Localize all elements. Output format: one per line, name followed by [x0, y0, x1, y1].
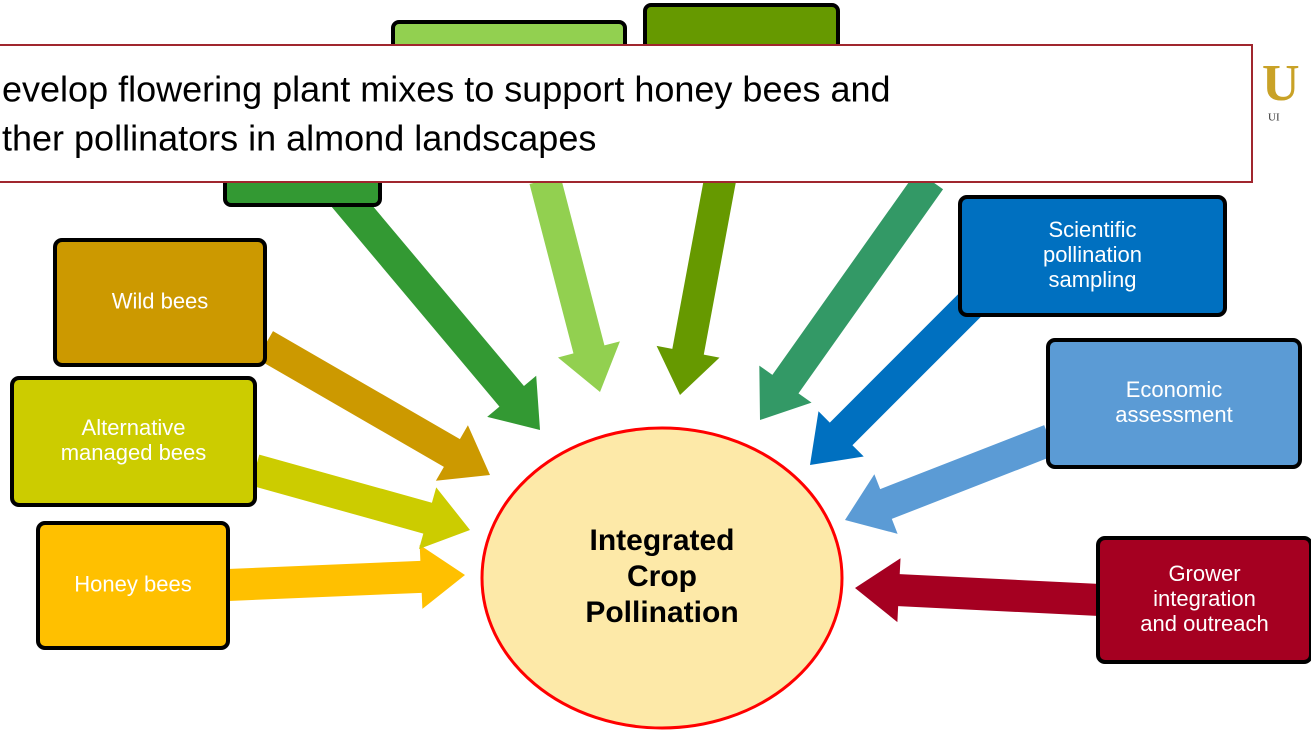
arrow	[317, 169, 540, 430]
callout-box	[0, 44, 1253, 183]
arrow	[855, 558, 1101, 623]
node-box	[10, 376, 257, 507]
logo-mark: U	[1262, 55, 1300, 112]
node-label: assessment	[1115, 402, 1232, 427]
node-label: Wild bees	[112, 288, 209, 313]
node-label: Honey bees	[74, 571, 191, 596]
node-label: managed bees	[61, 440, 207, 465]
callout-text: ther pollinators in almond landscapes	[2, 118, 596, 159]
center-label: Integrated	[589, 524, 734, 557]
node-label: Scientific	[1048, 217, 1136, 242]
arrow	[256, 331, 490, 481]
node-box	[958, 195, 1227, 317]
arrow	[845, 425, 1056, 534]
node-box	[1046, 338, 1302, 469]
arrow	[759, 170, 944, 420]
logo-sub: UI	[1268, 112, 1280, 124]
arrow	[529, 175, 620, 392]
node-label: and outreach	[1140, 611, 1268, 636]
node-label: Economic	[1126, 377, 1223, 402]
arrow	[250, 454, 470, 549]
arrow	[810, 288, 987, 465]
callout-text: evelop flowering plant mixes to support …	[2, 69, 891, 110]
node-label: pollination	[1043, 242, 1142, 267]
node-label: sampling	[1048, 267, 1136, 292]
center-label: Pollination	[585, 596, 738, 629]
node-label: Grower	[1168, 561, 1240, 586]
node-box	[53, 238, 267, 367]
center-circle	[480, 426, 844, 730]
arrow	[656, 177, 736, 395]
center-label: Crop	[627, 560, 697, 593]
arrow	[227, 544, 465, 609]
arrows	[227, 169, 1101, 623]
node-label: integration	[1153, 586, 1256, 611]
node-label: Alternative	[82, 415, 186, 440]
node-box	[36, 521, 230, 650]
node-box	[1096, 536, 1311, 664]
